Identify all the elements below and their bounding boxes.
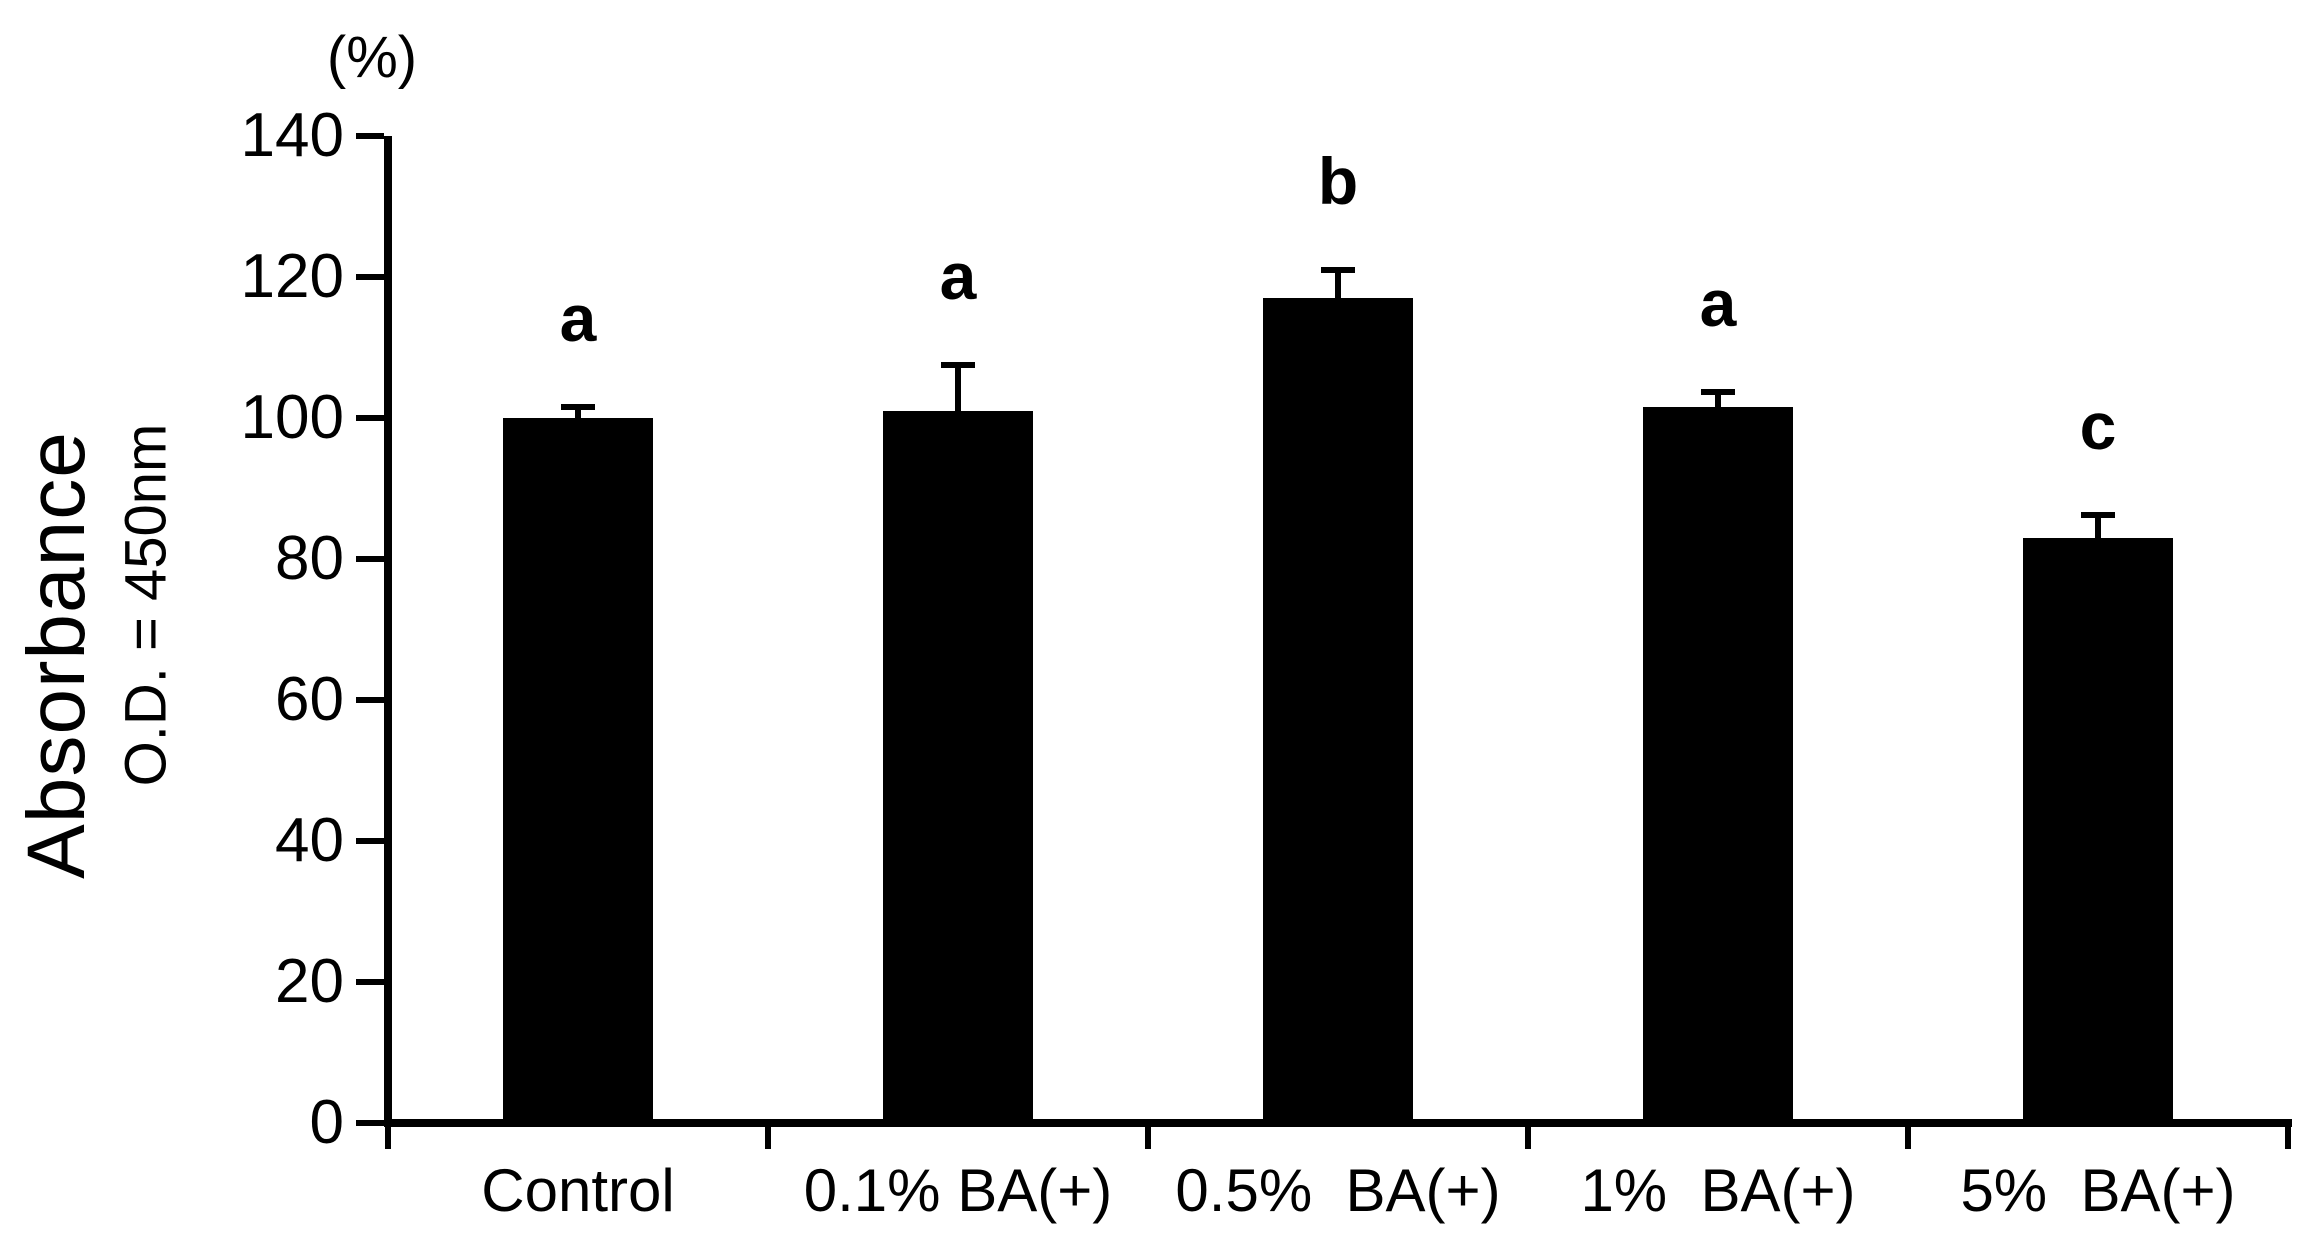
x-tick <box>765 1123 771 1149</box>
error-bar-stem <box>2095 515 2101 538</box>
y-axis-line <box>384 136 392 1127</box>
error-bar-cap <box>2081 512 2115 519</box>
y-tick <box>356 556 384 562</box>
y-tick-label: 120 <box>240 242 344 311</box>
y-axis-title: Absorbance <box>11 431 102 879</box>
y-tick <box>356 838 384 844</box>
y-tick-label: 20 <box>275 947 344 1016</box>
error-bar-stem <box>1335 269 1341 299</box>
error-bar-stem <box>575 407 581 418</box>
y-axis-unit-label: (%) <box>326 25 418 90</box>
y-tick <box>356 979 384 985</box>
y-tick-label: 0 <box>309 1088 344 1157</box>
y-tick-label: 140 <box>240 101 344 170</box>
error-bar-cap <box>1321 266 1355 273</box>
bar <box>503 418 653 1123</box>
y-tick <box>356 1120 384 1126</box>
x-tick-label: 0.1% BA(+) <box>803 1157 1113 1224</box>
significance-letter: a <box>939 239 977 314</box>
y-tick <box>356 274 384 280</box>
bar <box>2023 537 2173 1123</box>
y-tick <box>356 415 384 421</box>
y-tick-label: 40 <box>275 806 344 875</box>
x-tick <box>2285 1123 2291 1149</box>
error-bar-cap <box>561 404 595 411</box>
y-tick-label: 100 <box>240 383 344 452</box>
bar <box>1643 407 1793 1123</box>
x-tick-label: 5% BA(+) <box>1960 1157 2236 1224</box>
x-tick <box>1525 1123 1531 1149</box>
y-tick-label: 80 <box>275 524 344 593</box>
y-axis-subtitle: O.D. = 450nm <box>113 423 179 787</box>
x-tick-label: Control <box>481 1157 675 1224</box>
significance-letter: c <box>2079 389 2117 464</box>
x-tick-label: 0.5% BA(+) <box>1175 1157 1501 1224</box>
bar <box>1263 298 1413 1123</box>
y-tick <box>356 133 384 139</box>
significance-letter: a <box>559 281 597 356</box>
x-tick <box>1905 1123 1911 1149</box>
x-tick <box>385 1123 391 1149</box>
y-tick <box>356 697 384 703</box>
error-bar-cap <box>1701 388 1735 395</box>
y-tick-label: 60 <box>275 665 344 734</box>
error-bar-stem <box>1715 391 1721 408</box>
significance-letter: b <box>1317 143 1359 218</box>
significance-letter: a <box>1699 265 1737 340</box>
bar <box>883 410 1033 1123</box>
x-axis-line <box>384 1119 2292 1127</box>
error-bar-stem <box>955 365 961 411</box>
error-bar-cap <box>941 362 975 369</box>
x-tick-label: 1% BA(+) <box>1580 1157 1856 1224</box>
x-tick <box>1145 1123 1151 1149</box>
